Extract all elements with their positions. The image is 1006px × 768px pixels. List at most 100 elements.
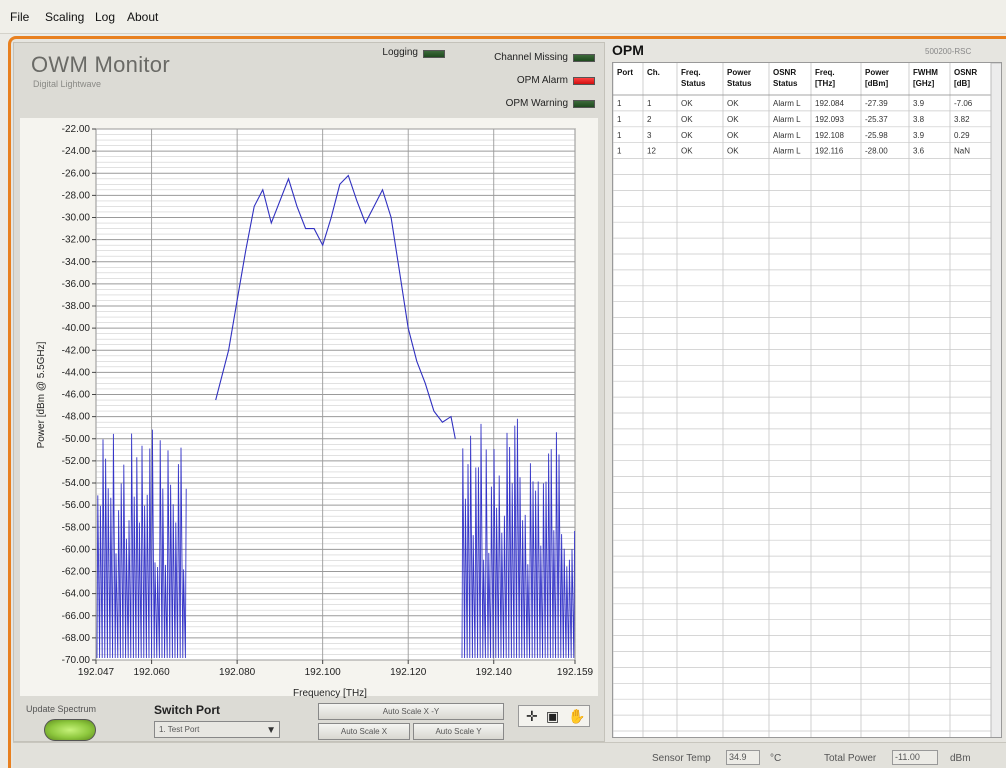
opm-cell: 3.8 [913, 115, 925, 124]
app-title: OWM Monitor [31, 52, 170, 77]
opm-cell: OK [727, 99, 739, 108]
sensor-temp-label: Sensor Temp [652, 753, 711, 764]
opm-id: 500200-RSC [925, 47, 972, 56]
y-tick-label: -66.00 [62, 611, 91, 622]
opm-cell: 1 [647, 99, 652, 108]
logging-label: Logging [382, 47, 418, 58]
channel-missing-led [573, 54, 595, 62]
switch-port-select[interactable]: 1. Test Port ▼ [154, 721, 280, 738]
menu-log[interactable]: Log [95, 10, 116, 24]
opm-cell: -7.06 [954, 99, 973, 108]
opm-cell: 1 [617, 99, 622, 108]
y-tick-label: -36.00 [62, 279, 91, 290]
y-tick-label: -60.00 [62, 544, 91, 555]
x-tick-label: 192.159 [557, 667, 594, 678]
y-tick-label: -48.00 [62, 412, 91, 423]
y-tick-label: -54.00 [62, 478, 91, 489]
opm-header-cell: Freq. [681, 68, 701, 77]
opm-header-cell: OSNR [773, 68, 796, 77]
opm-header-cell: Power [865, 68, 889, 77]
opm-cell: OK [681, 115, 693, 124]
x-tick-label: 192.080 [219, 667, 256, 678]
opm-header-cell: [THz] [815, 79, 835, 88]
x-tick-label: 192.120 [390, 667, 427, 678]
graph-tool-palette: ✛ ▣ ✋ [518, 705, 590, 727]
y-tick-label: -68.00 [62, 633, 91, 644]
opm-cell: 12 [647, 147, 656, 156]
menu-about[interactable]: About [127, 10, 159, 24]
opm-cell: Alarm L [773, 115, 801, 124]
crosshair-cursor-icon[interactable]: ✛ [526, 708, 538, 724]
opm-cell: -28.00 [865, 147, 888, 156]
menu-scaling[interactable]: Scaling [45, 10, 85, 24]
opm-cell: 192.084 [815, 99, 844, 108]
y-tick-label: -24.00 [62, 146, 91, 157]
opm-cell: 1 [617, 147, 622, 156]
total-power-label: Total Power [824, 753, 877, 764]
switch-port-label: Switch Port [154, 703, 221, 717]
opm-grid-lines [613, 63, 992, 737]
auto-scale-x-button[interactable]: Auto Scale X [318, 723, 410, 740]
opm-table[interactable]: Port Ch. Freq. Status Power Status OSNR Status F… [612, 62, 1002, 738]
sensor-temp-unit: °C [770, 753, 782, 764]
y-tick-label: -40.00 [62, 323, 91, 334]
update-spectrum-label: Update Spectrum [26, 704, 97, 714]
opm-cell: 3.9 [913, 131, 925, 140]
spectrum-chart[interactable]: -22.00 -24.00 -26.00 -28.00 -30.00 -32.00 -34.… [0, 0, 610, 705]
update-spectrum-button[interactable] [44, 719, 96, 741]
opm-header-cell: OSNR [954, 68, 977, 77]
opm-header-cell: Power [727, 68, 751, 77]
y-tick-label: -58.00 [62, 522, 91, 533]
opm-cell: 1 [617, 115, 622, 124]
opm-header-row: Port Ch. Freq. Status Power Status OSNR Status F… [617, 68, 977, 88]
status-bar [13, 742, 1006, 768]
opm-cell: 192.116 [815, 147, 844, 156]
y-tick-label: -38.00 [62, 301, 91, 312]
menu-bar: File Scaling Log About [0, 0, 1006, 34]
y-tick-label: -42.00 [62, 345, 91, 356]
opm-rows: 1 1 OK OK Alarm L 192.084 -27.39 3.9 -7.061 2 OK OK… [617, 99, 973, 156]
opm-cell: -25.98 [865, 131, 888, 140]
y-tick-label: -70.00 [62, 655, 91, 666]
x-tick-label: 192.140 [476, 667, 513, 678]
opm-scrollbar[interactable] [990, 63, 1002, 738]
sensor-temp-value: 34.9 [726, 750, 760, 765]
opm-cell: 3.6 [913, 147, 925, 156]
opm-cell: 3 [647, 131, 652, 140]
opm-cell: OK [681, 99, 693, 108]
app-subtitle: Digital Lightwave [33, 79, 102, 89]
opm-cell: 3.9 [913, 99, 925, 108]
noise-floor-traces [96, 418, 576, 659]
y-tick-label: -62.00 [62, 567, 91, 578]
auto-scale-y-button[interactable]: Auto Scale Y [413, 723, 504, 740]
spectrum-line [215, 174, 456, 439]
opm-title: OPM [612, 42, 644, 58]
y-axis-ticks: -22.00 -24.00 -26.00 -28.00 -30.00 -32.00 -34.… [62, 124, 96, 666]
opm-header-cell: FWHM [913, 68, 938, 77]
opm-warning-led [573, 100, 595, 108]
opm-header-cell: [dBm] [865, 79, 888, 88]
y-tick-label: -64.00 [62, 589, 91, 600]
logging-led [423, 50, 445, 58]
auto-scale-xy-button[interactable]: Auto Scale X -Y [318, 703, 504, 720]
opm-cell: 192.093 [815, 115, 844, 124]
zoom-icon[interactable]: ▣ [546, 708, 560, 724]
menu-file[interactable]: File [10, 10, 30, 24]
x-tick-label: 192.100 [305, 667, 342, 678]
x-tick-label: 192.047 [78, 667, 115, 678]
opm-header-cell: [GHz] [913, 79, 935, 88]
pan-hand-icon[interactable]: ✋ [568, 708, 586, 724]
opm-header-cell: Freq. [815, 68, 835, 77]
opm-header-cell: [dB] [954, 79, 970, 88]
noise-trace [96, 429, 187, 659]
opm-cell: -25.37 [865, 115, 888, 124]
x-tick-label: 192.060 [134, 667, 171, 678]
opm-cell: 0.29 [954, 131, 970, 140]
opm-cell: 3.82 [954, 115, 970, 124]
opm-cell: OK [727, 147, 739, 156]
opm-cell: 2 [647, 115, 652, 124]
switch-port-value: 1. Test Port [159, 725, 200, 734]
opm-header-cell: Status [681, 79, 706, 88]
y-tick-label: -22.00 [62, 124, 91, 135]
opm-cell: NaN [954, 147, 970, 156]
